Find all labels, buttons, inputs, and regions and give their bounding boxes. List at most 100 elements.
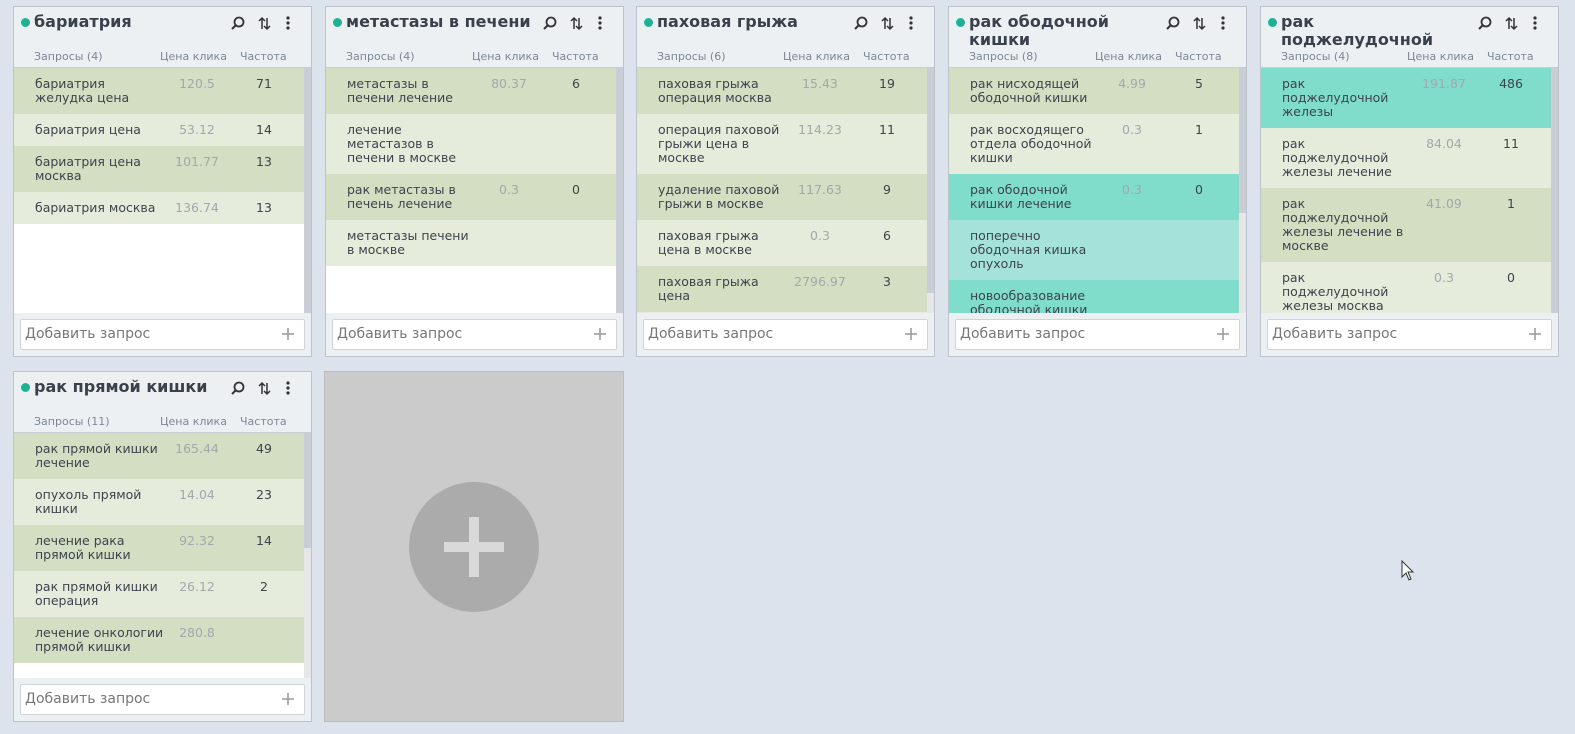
group-card: метастазы в печени Запросы (4) Цена клика Ч… (325, 6, 624, 357)
query-row[interactable]: поперечно ободочная кишка опухоль (949, 220, 1239, 280)
frequency: 1 (1195, 122, 1203, 137)
query-row[interactable]: паховая грыжа цена 2796.97 3 (637, 266, 927, 312)
add-query-input[interactable]: Добавить запрос (20, 684, 305, 715)
input-placeholder: Добавить запрос (648, 326, 774, 342)
add-query-input[interactable]: Добавить запрос (955, 319, 1240, 350)
query-row[interactable]: операция паховой грыжи цена в москве 114.… (637, 114, 927, 174)
cursor (1401, 560, 1415, 581)
click-price: 114.23 (798, 122, 842, 137)
query-row[interactable]: рак поджелудочной железы москва 0.3 0 (1261, 262, 1551, 313)
frequency: 13 (256, 154, 272, 169)
query-row[interactable]: паховая грыжа операция москва 15.43 19 (637, 68, 927, 114)
query-count: Запросы (11) (34, 415, 110, 428)
query-row[interactable]: рак восходящего отдела ободочной кишки 0.… (949, 114, 1239, 174)
query-text: рак нисходящей ободочной кишки (970, 76, 1088, 105)
add-button[interactable] (905, 320, 917, 349)
query-row[interactable]: новообразование ободочной кишки (949, 280, 1239, 313)
frequency: 1 (1507, 196, 1515, 211)
click-price: 0.3 (810, 228, 830, 243)
click-price: 2796.97 (794, 274, 846, 289)
query-row[interactable]: рак нисходящей ободочной кишки 4.99 5 (949, 68, 1239, 114)
group-card: бариатрия Запросы (4) Цена клика Частота бар… (13, 6, 312, 357)
click-price: 0.3 (1122, 182, 1142, 197)
query-row[interactable]: рак поджелудочной железы 191.87 486 (1261, 68, 1551, 128)
query-row[interactable]: рак метастазы в печень лечение 0.3 0 (326, 174, 616, 220)
click-price: 15.43 (802, 76, 838, 91)
price-header: Цена клика (160, 50, 227, 63)
scroll-thumb (304, 433, 311, 548)
group-actions[interactable] (543, 15, 613, 37)
query-row[interactable]: рак поджелудочной железы лечение в москв… (1261, 188, 1551, 262)
click-price: 92.32 (179, 533, 215, 548)
query-row[interactable]: рак ободочной кишки лечение 0.3 0 (949, 174, 1239, 220)
group-title: бариатрия (34, 12, 132, 31)
click-price: 136.74 (175, 200, 219, 215)
query-text: бариатрия цена москва (35, 154, 141, 183)
query-row[interactable]: лечение метастазов в печени в москве (326, 114, 616, 174)
group-actions[interactable] (231, 15, 301, 37)
click-price (1100, 289, 1164, 313)
add-button[interactable] (1217, 320, 1229, 349)
query-row[interactable]: бариатрия москва 136.74 13 (14, 192, 304, 224)
price-header: Цена клика (1407, 50, 1474, 63)
query-text: опухоль прямой кишки (35, 487, 142, 516)
query-row[interactable]: лечение онкологии прямой кишки 280.8 (14, 617, 304, 663)
query-text: бариатрия москва (35, 200, 156, 215)
click-price: 0.3 (499, 182, 519, 197)
scrollbar (304, 68, 311, 313)
query-row[interactable]: опухоль прямой кишки 14.04 23 (14, 479, 304, 525)
status-dot (21, 18, 30, 27)
query-row[interactable]: паховая грыжа цена в москве 0.3 6 (637, 220, 927, 266)
query-text: рак ободочной кишки лечение (970, 182, 1072, 211)
group-actions[interactable] (854, 15, 924, 37)
status-dot (21, 383, 30, 392)
add-query-input[interactable]: Добавить запрос (20, 319, 305, 350)
add-query-input[interactable]: Добавить запрос (332, 319, 617, 350)
query-row[interactable]: бариатрия цена москва 101.77 13 (14, 146, 304, 192)
query-list: рак поджелудочной железы 191.87 486 рак под… (1261, 67, 1558, 313)
query-count: Запросы (4) (34, 50, 103, 63)
frequency: 11 (879, 122, 895, 137)
scrollbar (304, 433, 311, 678)
click-price: 120.5 (179, 76, 215, 91)
add-group[interactable] (324, 371, 624, 722)
query-text: паховая грыжа операция москва (658, 76, 772, 105)
status-dot (333, 18, 342, 27)
frequency: 49 (256, 441, 272, 456)
query-row[interactable]: рак прямой кишки операция 26.12 2 (14, 571, 304, 617)
freq-header: Частота (1487, 50, 1534, 63)
click-price (1100, 229, 1164, 271)
query-text: рак прямой кишки операция (35, 579, 158, 608)
add-button[interactable] (1529, 320, 1541, 349)
query-text: лечение онкологии прямой кишки (35, 625, 164, 654)
scroll-thumb (304, 68, 311, 313)
query-list: метастазы в печени лечение 80.37 6 лечение … (326, 67, 623, 313)
query-row[interactable]: бариатрия желудка цена 120.5 71 (14, 68, 304, 114)
group-actions[interactable] (1478, 15, 1548, 37)
query-row[interactable]: удаление паховой грыжи в москве 117.63 9 (637, 174, 927, 220)
frequency: 486 (1499, 76, 1523, 91)
query-row[interactable]: рак прямой кишки лечение 165.44 49 (14, 433, 304, 479)
query-row[interactable]: грыжа паховая0.30 (637, 312, 927, 313)
add-button[interactable] (282, 685, 294, 714)
group-actions[interactable] (231, 380, 301, 402)
click-price: 165.44 (175, 441, 219, 456)
query-row[interactable]: метастазы в печени лечение 80.37 6 (326, 68, 616, 114)
add-button[interactable] (282, 320, 294, 349)
query-row[interactable]: бариатрия цена 53.12 14 (14, 114, 304, 146)
query-row[interactable]: метастазы печени в москве (326, 220, 616, 266)
group-title: метастазы в печени (346, 12, 531, 31)
add-query-input[interactable]: Добавить запрос (1267, 319, 1552, 350)
query-text: лечение рака прямой кишки (35, 533, 131, 562)
frequency: 0 (1195, 182, 1203, 197)
frequency: 0 (572, 182, 580, 197)
query-row[interactable]: рак поджелудочной железы лечение 84.04 11 (1261, 128, 1551, 188)
query-row[interactable]: лечение рака прямой кишки 92.32 14 (14, 525, 304, 571)
add-button[interactable] (594, 320, 606, 349)
add-query-input[interactable]: Добавить запрос (643, 319, 928, 350)
scrollbar (1551, 68, 1558, 313)
input-placeholder: Добавить запрос (337, 326, 463, 342)
query-text: метастазы в печени лечение (347, 76, 453, 105)
group-actions[interactable] (1166, 15, 1236, 37)
